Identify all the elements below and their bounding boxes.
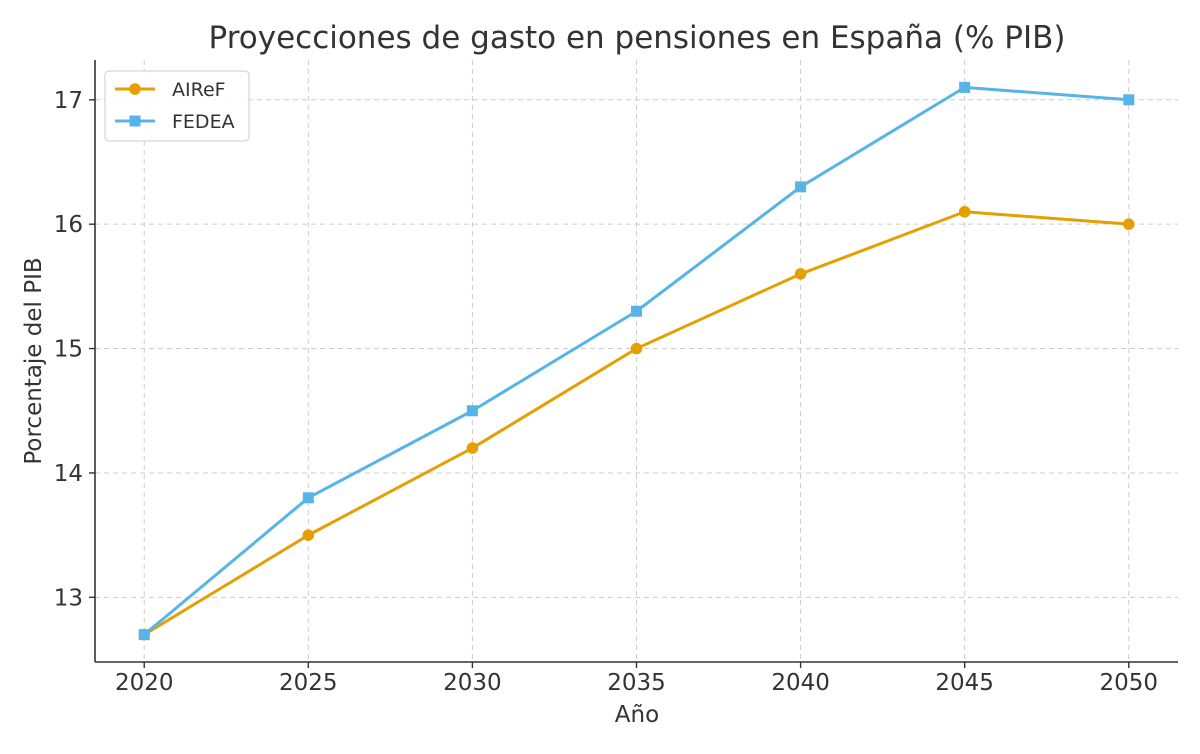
x-axis-label: Año — [615, 702, 659, 728]
y-tick-label: 13 — [54, 585, 83, 611]
data-point-airef — [958, 205, 971, 218]
chart-title: Proyecciones de gasto en pensiones en Es… — [209, 20, 1066, 56]
data-point-fedea — [138, 629, 150, 641]
x-tick-label: 2045 — [935, 670, 994, 696]
y-tick-label: 14 — [54, 461, 83, 487]
y-tick-label: 17 — [54, 88, 83, 114]
data-point-airef — [302, 529, 315, 541]
x-tick-label: 2020 — [115, 670, 174, 696]
x-tick-label: 2040 — [771, 670, 830, 696]
tick-labels: 2020 2025 2030 2035 2040 2045 2050 13 14 15 16 17 — [54, 88, 1158, 696]
data-point-fedea — [302, 492, 314, 504]
data-point-fedea — [466, 405, 478, 417]
x-tick-label: 2035 — [607, 670, 666, 696]
data-point-fedea — [1123, 94, 1135, 106]
legend: AIReF FEDEA — [104, 70, 250, 142]
data-point-airef — [466, 442, 479, 454]
data-point-fedea — [959, 81, 971, 93]
y-tick-label: 15 — [54, 337, 83, 363]
x-tick-label: 2050 — [1099, 670, 1158, 696]
x-tick-label: 2025 — [279, 670, 338, 696]
series-fedea — [138, 81, 1135, 641]
y-axis-label: Porcentaje del PIB — [21, 257, 47, 464]
x-tick-label: 2030 — [443, 670, 502, 696]
data-point-fedea — [795, 181, 807, 193]
legend-marker-fedea — [129, 115, 141, 127]
data-point-airef — [1122, 218, 1135, 230]
series — [138, 81, 1135, 641]
legend-label-fedea: FEDEA — [172, 111, 235, 133]
y-tick-label: 16 — [54, 212, 83, 238]
data-point-airef — [794, 268, 807, 280]
legend-marker-airef — [129, 83, 141, 95]
grid — [95, 60, 1178, 662]
data-point-fedea — [631, 305, 642, 317]
legend-label-airef: AIReF — [172, 79, 226, 101]
data-point-airef — [630, 342, 643, 355]
